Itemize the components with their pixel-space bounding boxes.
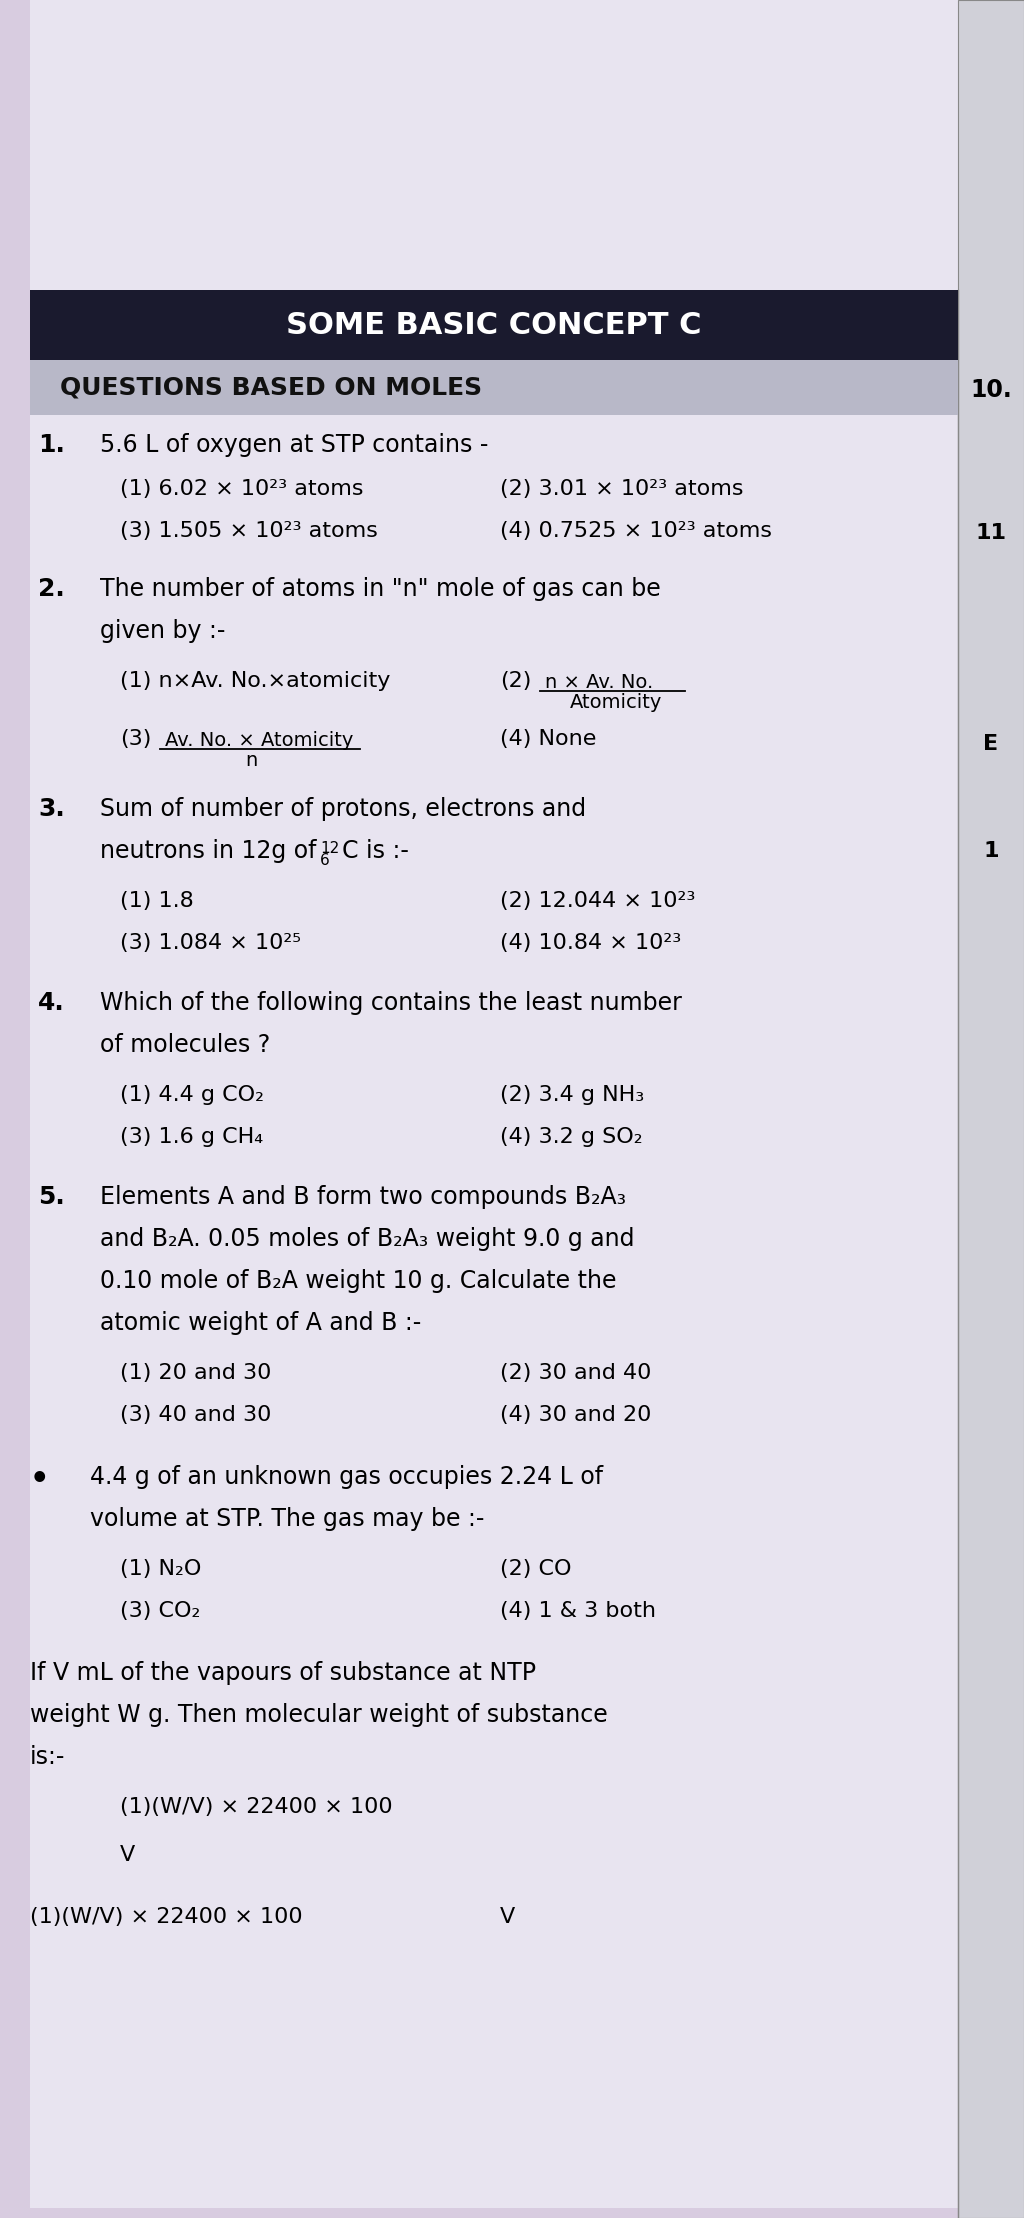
Text: and B₂A. 0.05 moles of B₂A₃ weight 9.0 g and: and B₂A. 0.05 moles of B₂A₃ weight 9.0 g… — [100, 1227, 635, 1251]
Text: Which of the following contains the least number: Which of the following contains the leas… — [100, 991, 682, 1016]
Text: 2.: 2. — [38, 577, 65, 601]
Text: is:-: is:- — [30, 1746, 66, 1770]
Text: volume at STP. The gas may be :-: volume at STP. The gas may be :- — [90, 1506, 484, 1530]
Text: (4) 10.84 × 10²³: (4) 10.84 × 10²³ — [500, 934, 681, 954]
Text: (2): (2) — [500, 672, 531, 692]
Text: neutrons in 12g of: neutrons in 12g of — [100, 838, 324, 863]
Text: (4) 0.7525 × 10²³ atoms: (4) 0.7525 × 10²³ atoms — [500, 521, 772, 541]
Text: (1) N₂O: (1) N₂O — [120, 1559, 202, 1579]
Text: 4.4 g of an unknown gas occupies 2.24 L of: 4.4 g of an unknown gas occupies 2.24 L … — [90, 1466, 603, 1488]
Text: QUESTIONS BASED ON MOLES: QUESTIONS BASED ON MOLES — [60, 375, 482, 399]
Text: (3): (3) — [120, 730, 152, 750]
Text: (3) 1.505 × 10²³ atoms: (3) 1.505 × 10²³ atoms — [120, 521, 378, 541]
Text: (4) 3.2 g SO₂: (4) 3.2 g SO₂ — [500, 1127, 643, 1147]
Text: If V mL of the vapours of substance at NTP: If V mL of the vapours of substance at N… — [30, 1661, 536, 1686]
Text: (2) 3.4 g NH₃: (2) 3.4 g NH₃ — [500, 1085, 644, 1105]
Text: (4) None: (4) None — [500, 730, 596, 750]
Text: (1)(W/V) × 22400 × 100: (1)(W/V) × 22400 × 100 — [120, 1797, 392, 1817]
Text: (1) 4.4 g CO₂: (1) 4.4 g CO₂ — [120, 1085, 264, 1105]
FancyBboxPatch shape — [30, 291, 958, 359]
Text: V: V — [120, 1845, 135, 1865]
Text: 1.: 1. — [38, 433, 65, 457]
Text: 5.: 5. — [38, 1184, 65, 1209]
Text: 5.6 L of oxygen at STP contains -: 5.6 L of oxygen at STP contains - — [100, 433, 488, 457]
Text: C is :-: C is :- — [342, 838, 409, 863]
Text: (1) 6.02 × 10²³ atoms: (1) 6.02 × 10²³ atoms — [120, 479, 364, 499]
Text: 1: 1 — [983, 841, 998, 861]
Text: V: V — [500, 1907, 515, 1927]
Text: Sum of number of protons, electrons and: Sum of number of protons, electrons and — [100, 796, 586, 821]
Text: (1)(W/V) × 22400 × 100: (1)(W/V) × 22400 × 100 — [30, 1907, 303, 1927]
Text: (2) CO: (2) CO — [500, 1559, 571, 1579]
Text: 11: 11 — [976, 523, 1007, 543]
FancyBboxPatch shape — [30, 359, 958, 415]
Text: Elements A and B form two compounds B₂A₃: Elements A and B form two compounds B₂A₃ — [100, 1184, 626, 1209]
Text: 3.: 3. — [38, 796, 65, 821]
Text: n: n — [245, 752, 257, 770]
Text: 6: 6 — [319, 854, 330, 867]
Text: n × Av. No.: n × Av. No. — [545, 672, 653, 692]
Text: E: E — [983, 734, 998, 754]
Text: of molecules ?: of molecules ? — [100, 1034, 270, 1058]
FancyBboxPatch shape — [958, 0, 1024, 2218]
Text: The number of atoms in "n" mole of gas can be: The number of atoms in "n" mole of gas c… — [100, 577, 660, 601]
FancyBboxPatch shape — [30, 0, 958, 2207]
Text: 12: 12 — [319, 841, 339, 856]
Text: weight W g. Then molecular weight of substance: weight W g. Then molecular weight of sub… — [30, 1703, 608, 1728]
Text: (2) 3.01 × 10²³ atoms: (2) 3.01 × 10²³ atoms — [500, 479, 743, 499]
Text: (3) CO₂: (3) CO₂ — [120, 1601, 201, 1621]
Text: 4.: 4. — [38, 991, 65, 1016]
Text: 0.10 mole of B₂A weight 10 g. Calculate the: 0.10 mole of B₂A weight 10 g. Calculate … — [100, 1269, 616, 1293]
Text: (3) 1.084 × 10²⁵: (3) 1.084 × 10²⁵ — [120, 934, 301, 954]
Text: (3) 1.6 g CH₄: (3) 1.6 g CH₄ — [120, 1127, 263, 1147]
Text: Atomicity: Atomicity — [570, 692, 663, 712]
Text: 10.: 10. — [970, 377, 1012, 401]
Text: SOME BASIC CONCEPT C: SOME BASIC CONCEPT C — [287, 311, 701, 339]
Text: (2) 30 and 40: (2) 30 and 40 — [500, 1364, 651, 1384]
Text: given by :-: given by :- — [100, 619, 225, 643]
Text: (2) 12.044 × 10²³: (2) 12.044 × 10²³ — [500, 892, 695, 912]
Text: (4) 1 & 3 both: (4) 1 & 3 both — [500, 1601, 656, 1621]
Text: (3) 40 and 30: (3) 40 and 30 — [120, 1404, 271, 1424]
Text: Av. No. × Atomicity: Av. No. × Atomicity — [165, 732, 353, 750]
Text: (1) n×Av. No.×atomicity: (1) n×Av. No.×atomicity — [120, 672, 390, 692]
Text: (4) 30 and 20: (4) 30 and 20 — [500, 1404, 651, 1424]
Text: atomic weight of A and B :-: atomic weight of A and B :- — [100, 1311, 421, 1335]
Text: •: • — [30, 1466, 49, 1495]
Text: (1) 20 and 30: (1) 20 and 30 — [120, 1364, 271, 1384]
Text: (1) 1.8: (1) 1.8 — [120, 892, 194, 912]
